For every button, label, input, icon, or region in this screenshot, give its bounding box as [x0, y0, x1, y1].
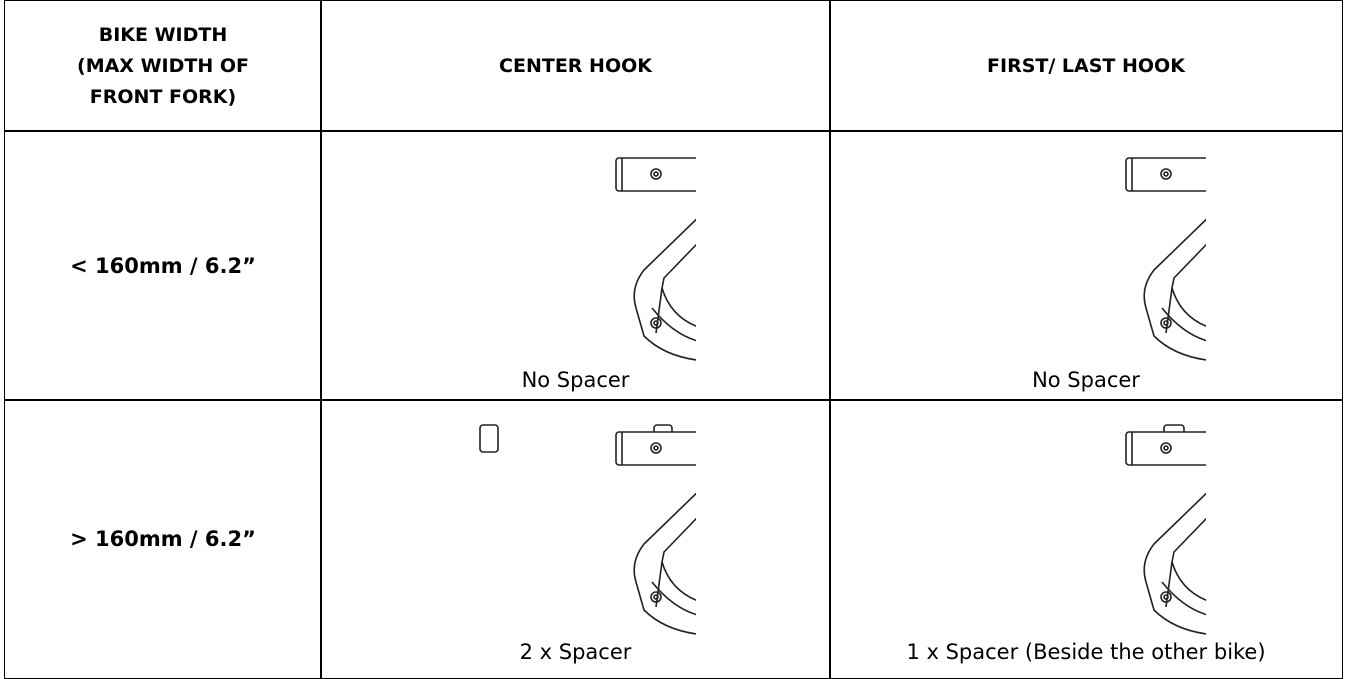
caption: 2 x Spacer: [519, 640, 632, 664]
hook-drawing: [1125, 424, 1206, 636]
caption: No Spacer: [521, 368, 630, 392]
caption: No Spacer: [1032, 368, 1140, 392]
header-cell: FIRST/ LAST HOOK: [829, 0, 1343, 132]
header-line: BIKE WIDTH: [98, 23, 228, 46]
hook-drawing: [478, 424, 696, 636]
caption: 1 x Spacer (Beside the other bike): [906, 640, 1266, 664]
hook-drawing: [614, 157, 696, 362]
header-cell: CENTER HOOK: [320, 0, 831, 132]
hook-drawing: [1125, 157, 1206, 362]
image-cell: 2 x Spacer: [320, 399, 831, 679]
header-line: FRONT FORK): [89, 85, 237, 108]
width-cell: < 160mm / 6.2”: [4, 130, 322, 401]
image-cell: 1 x Spacer (Beside the other bike): [829, 399, 1343, 679]
image-cell: No Spacer: [320, 130, 831, 401]
image-cell: No Spacer: [829, 130, 1343, 401]
width-cell: > 160mm / 6.2”: [4, 399, 322, 679]
header-line: (MAX WIDTH OF: [77, 54, 249, 77]
header-cell: BIKE WIDTH (MAX WIDTH OF FRONT FORK): [4, 0, 322, 132]
